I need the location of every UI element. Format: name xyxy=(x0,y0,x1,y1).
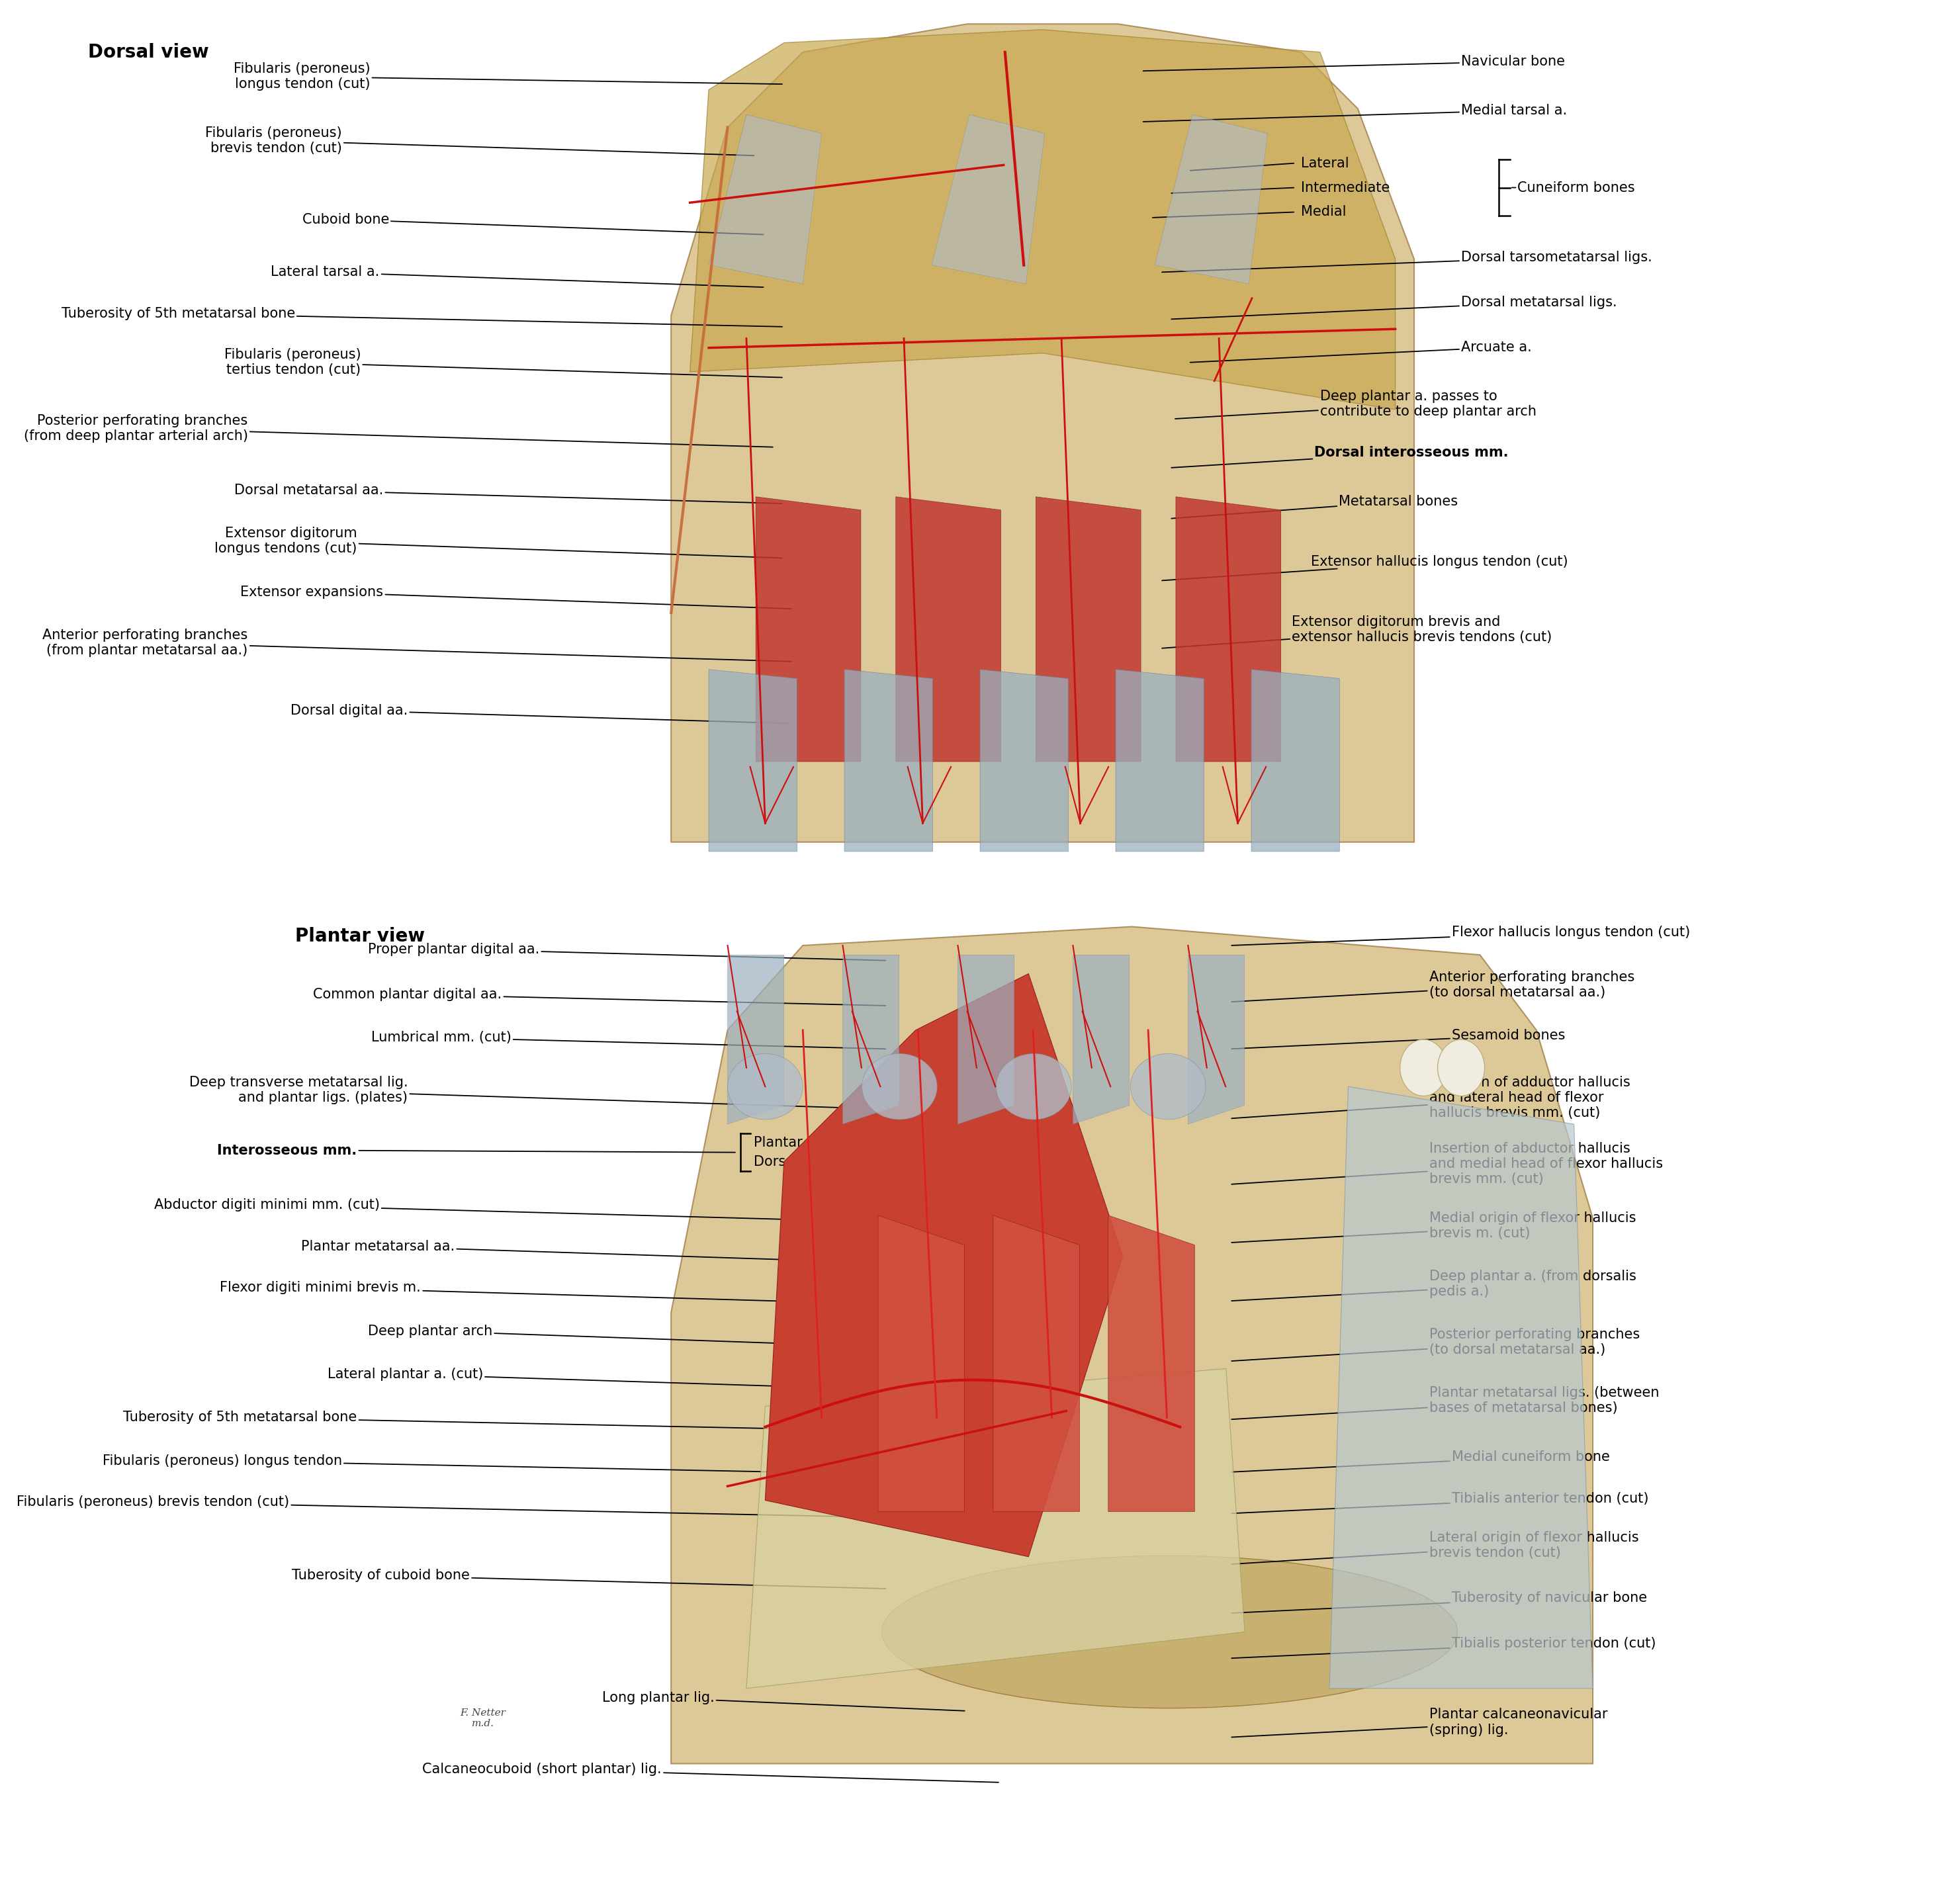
Text: Lateral origin of flexor hallucis
brevis tendon (cut): Lateral origin of flexor hallucis brevis… xyxy=(1231,1532,1639,1564)
Text: Insertion of abductor hallucis
and medial head of flexor hallucis
brevis mm. (cu: Insertion of abductor hallucis and media… xyxy=(1231,1142,1662,1186)
Text: Navicular bone: Navicular bone xyxy=(1143,55,1564,72)
Polygon shape xyxy=(1115,669,1203,851)
Polygon shape xyxy=(843,955,900,1123)
Text: Fibularis (peroneus)
longus tendon (cut): Fibularis (peroneus) longus tendon (cut) xyxy=(233,62,782,91)
Polygon shape xyxy=(747,1369,1245,1689)
Text: Sesamoid bones: Sesamoid bones xyxy=(1231,1029,1566,1050)
Text: Tuberosity of cuboid bone: Tuberosity of cuboid bone xyxy=(292,1570,886,1588)
Text: Dorsal metatarsal aa.: Dorsal metatarsal aa. xyxy=(235,484,782,503)
Ellipse shape xyxy=(862,1053,937,1119)
Text: Fibularis (peroneus)
tertius tendon (cut): Fibularis (peroneus) tertius tendon (cut… xyxy=(223,348,782,378)
Text: Extensor expansions: Extensor expansions xyxy=(241,586,792,609)
Ellipse shape xyxy=(1399,1040,1446,1097)
Text: Medial origin of flexor hallucis
brevis m. (cut): Medial origin of flexor hallucis brevis … xyxy=(1231,1212,1637,1242)
Text: Flexor hallucis longus tendon (cut): Flexor hallucis longus tendon (cut) xyxy=(1231,927,1690,946)
Ellipse shape xyxy=(996,1053,1072,1119)
Text: Flexor digiti minimi brevis m.: Flexor digiti minimi brevis m. xyxy=(220,1282,839,1303)
Polygon shape xyxy=(727,955,784,1123)
Text: Calcaneocuboid (short plantar) lig.: Calcaneocuboid (short plantar) lig. xyxy=(423,1762,998,1783)
Polygon shape xyxy=(1250,669,1339,851)
Polygon shape xyxy=(845,669,933,851)
Ellipse shape xyxy=(727,1053,804,1119)
Polygon shape xyxy=(670,927,1593,1764)
Text: Dorsal tarsometatarsal ligs.: Dorsal tarsometatarsal ligs. xyxy=(1162,250,1652,272)
Text: Medial tarsal a.: Medial tarsal a. xyxy=(1143,104,1568,121)
Text: Metatarsal bones: Metatarsal bones xyxy=(1172,495,1458,518)
Text: Intermediate: Intermediate xyxy=(1301,182,1390,195)
Polygon shape xyxy=(710,115,821,284)
Text: Medial cuneiform bone: Medial cuneiform bone xyxy=(1231,1450,1609,1471)
Text: Plantar metatarsal ligs. (between
bases of metatarsal bones): Plantar metatarsal ligs. (between bases … xyxy=(1231,1386,1658,1420)
Text: Posterior perforating branches
(from deep plantar arterial arch): Posterior perforating branches (from dee… xyxy=(24,414,772,446)
Ellipse shape xyxy=(1131,1053,1205,1119)
Polygon shape xyxy=(1154,115,1268,284)
Text: F. Netter
m.d.: F. Netter m.d. xyxy=(461,1708,506,1728)
Polygon shape xyxy=(980,669,1068,851)
Text: Extensor digitorum brevis and
extensor hallucis brevis tendons (cut): Extensor digitorum brevis and extensor h… xyxy=(1162,615,1552,649)
Text: Extensor hallucis longus tendon (cut): Extensor hallucis longus tendon (cut) xyxy=(1162,556,1568,581)
Polygon shape xyxy=(1107,1216,1194,1511)
Text: Arcuate a.: Arcuate a. xyxy=(1190,340,1533,363)
Text: Tibialis posterior tendon (cut): Tibialis posterior tendon (cut) xyxy=(1231,1636,1656,1658)
Text: Fibularis (peroneus) brevis tendon (cut): Fibularis (peroneus) brevis tendon (cut) xyxy=(16,1496,876,1517)
Polygon shape xyxy=(1188,955,1245,1123)
Text: Cuneiform bones: Cuneiform bones xyxy=(1517,182,1635,195)
Text: Lateral: Lateral xyxy=(1301,157,1348,170)
Text: Plantar: Plantar xyxy=(755,1136,804,1150)
Text: Medial: Medial xyxy=(1301,206,1347,219)
Text: Dorsal view: Dorsal view xyxy=(88,43,210,61)
Text: Tuberosity of navicular bone: Tuberosity of navicular bone xyxy=(1231,1592,1646,1613)
Polygon shape xyxy=(1035,497,1141,762)
Text: Dorsal digital aa.: Dorsal digital aa. xyxy=(290,703,792,724)
Text: Lateral plantar a. (cut): Lateral plantar a. (cut) xyxy=(327,1367,876,1390)
Text: Proper plantar digital aa.: Proper plantar digital aa. xyxy=(368,942,886,961)
Text: Deep plantar a. passes to
contribute to deep plantar arch: Deep plantar a. passes to contribute to … xyxy=(1176,390,1537,418)
Text: Plantar view: Plantar view xyxy=(294,927,425,946)
Text: Dorsal metatarsal ligs.: Dorsal metatarsal ligs. xyxy=(1172,295,1617,320)
Text: Common plantar digital aa.: Common plantar digital aa. xyxy=(314,987,886,1006)
Polygon shape xyxy=(764,974,1123,1556)
Text: Abductor digiti minimi mm. (cut): Abductor digiti minimi mm. (cut) xyxy=(155,1199,809,1220)
Text: Plantar calcaneonavicular
(spring) lig.: Plantar calcaneonavicular (spring) lig. xyxy=(1231,1708,1607,1738)
Polygon shape xyxy=(1329,1087,1593,1689)
Text: Posterior perforating branches
(to dorsal metatarsal aa.): Posterior perforating branches (to dorsa… xyxy=(1231,1327,1641,1362)
Polygon shape xyxy=(690,30,1396,410)
Polygon shape xyxy=(958,955,1013,1123)
Text: Extensor digitorum
longus tendons (cut): Extensor digitorum longus tendons (cut) xyxy=(214,528,782,558)
Text: Anterior perforating branches
(to dorsal metatarsal aa.): Anterior perforating branches (to dorsal… xyxy=(1231,970,1635,1002)
Ellipse shape xyxy=(882,1556,1458,1708)
Polygon shape xyxy=(931,115,1045,284)
Text: Cuboid bone: Cuboid bone xyxy=(302,214,762,234)
Polygon shape xyxy=(896,497,1002,762)
Text: Long plantar lig.: Long plantar lig. xyxy=(602,1691,964,1711)
Polygon shape xyxy=(994,1216,1080,1511)
Polygon shape xyxy=(1072,955,1129,1123)
Text: Plantar metatarsal aa.: Plantar metatarsal aa. xyxy=(302,1240,839,1261)
Text: Deep transverse metatarsal lig.
and plantar ligs. (plates): Deep transverse metatarsal lig. and plan… xyxy=(188,1076,886,1108)
Text: Deep plantar a. (from dorsalis
pedis a.): Deep plantar a. (from dorsalis pedis a.) xyxy=(1231,1269,1637,1301)
Text: Tuberosity of 5th metatarsal bone: Tuberosity of 5th metatarsal bone xyxy=(123,1411,876,1431)
Text: Dorsal interosseous mm.: Dorsal interosseous mm. xyxy=(1172,446,1509,467)
Text: Lateral tarsal a.: Lateral tarsal a. xyxy=(270,265,762,287)
Text: Lumbrical mm. (cut): Lumbrical mm. (cut) xyxy=(370,1031,886,1050)
Text: Tibialis anterior tendon (cut): Tibialis anterior tendon (cut) xyxy=(1231,1492,1648,1513)
Text: Fibularis (peroneus)
brevis tendon (cut): Fibularis (peroneus) brevis tendon (cut) xyxy=(206,127,755,155)
Ellipse shape xyxy=(1437,1040,1484,1097)
Text: Tuberosity of 5th metatarsal bone: Tuberosity of 5th metatarsal bone xyxy=(61,306,782,327)
Text: Anterior perforating branches
(from plantar metatarsal aa.): Anterior perforating branches (from plan… xyxy=(43,628,792,662)
Polygon shape xyxy=(670,25,1413,841)
Polygon shape xyxy=(757,497,860,762)
Text: Dorsal: Dorsal xyxy=(755,1155,798,1169)
Polygon shape xyxy=(878,1216,964,1511)
Polygon shape xyxy=(1176,497,1282,762)
Text: Interosseous mm.: Interosseous mm. xyxy=(218,1144,357,1157)
Text: Deep plantar arch: Deep plantar arch xyxy=(368,1324,857,1346)
Text: Insertion of adductor hallucis
and lateral head of flexor
hallucis brevis mm. (c: Insertion of adductor hallucis and later… xyxy=(1231,1076,1631,1119)
Polygon shape xyxy=(710,669,798,851)
Text: Fibularis (peroneus) longus tendon: Fibularis (peroneus) longus tendon xyxy=(102,1454,876,1473)
